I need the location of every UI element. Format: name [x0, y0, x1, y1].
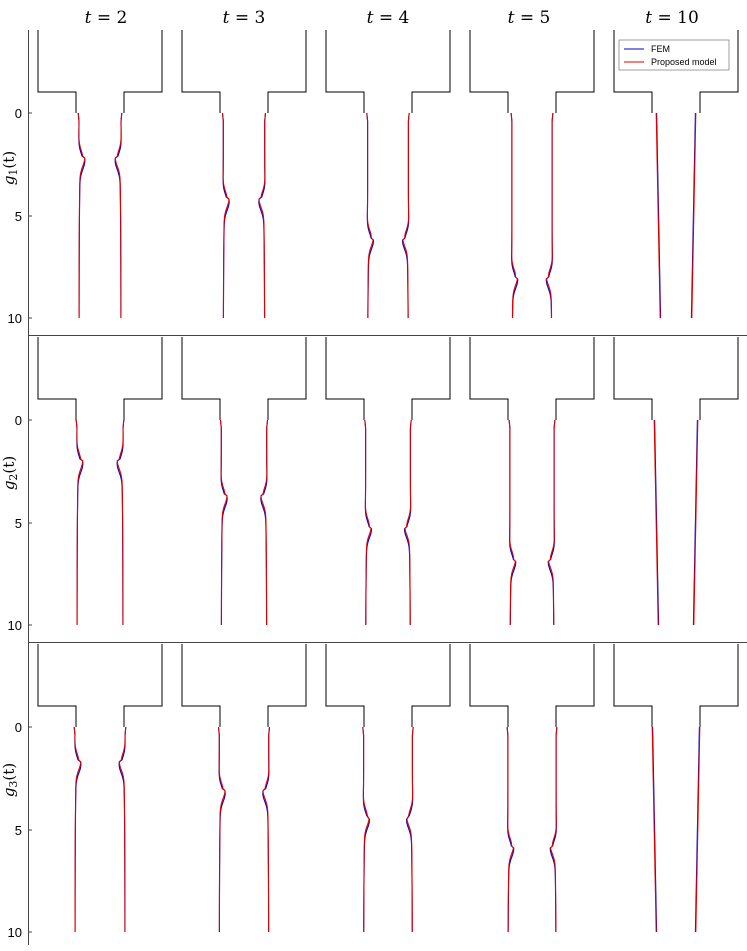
panel-r3-c3 [325, 644, 451, 933]
col-title-4: t = 5 [508, 8, 551, 28]
proposed-profile-right [114, 112, 123, 319]
y-tick-label: 5 [15, 516, 22, 531]
proposed-profile-right [691, 112, 697, 319]
mold-outline [181, 337, 307, 420]
panel-r1-c1 [37, 30, 163, 319]
proposed-profile-right [404, 419, 412, 625]
mold-outline [469, 644, 595, 727]
mold-outline [325, 644, 451, 727]
proposed-profile-left [651, 726, 657, 933]
y-tick-label: 10 [8, 618, 22, 633]
proposed-profile-right [545, 112, 554, 319]
proposed-profile-right [260, 419, 269, 625]
proposed-profile-right [693, 419, 699, 626]
proposed-profile-left [77, 112, 86, 319]
panel-r2-c2 [181, 337, 307, 625]
proposed-profile-right [258, 112, 267, 318]
proposed-profile-left [364, 419, 372, 625]
proposed-profile-right [406, 726, 414, 932]
mold-outline [613, 337, 739, 420]
proposed-profile-right [118, 726, 127, 933]
mold-outline [469, 30, 595, 113]
column-titles: t = 2 t = 3 t = 4 t = 5 t = 10 [85, 8, 699, 28]
row-label-2: g2(t) [0, 456, 20, 490]
mold-outline [613, 644, 739, 727]
legend: FEM Proposed model [618, 39, 730, 71]
panel-r1-c4 [469, 30, 595, 319]
panel-r2-c5 [613, 337, 739, 626]
legend-box [618, 39, 730, 71]
mold-outline [37, 644, 163, 727]
mold-outline [37, 337, 163, 420]
panel-r2-c1 [37, 337, 163, 625]
proposed-profile-right [402, 112, 410, 319]
panel-r3-c5 [613, 644, 739, 933]
panel-r3-c1 [37, 644, 163, 933]
proposed-profile-left [75, 419, 84, 625]
proposed-profile-right [695, 726, 701, 933]
mold-outline [325, 30, 451, 113]
proposed-profile-left [362, 726, 370, 932]
panel-r1-c2 [181, 30, 307, 319]
legend-proposed-label: Proposed model [651, 57, 717, 67]
mold-outline [181, 30, 307, 113]
row-label-1: g1(t) [0, 151, 20, 185]
proposed-profile-left [219, 419, 228, 625]
mold-outline [469, 337, 595, 420]
y-tick-label: 10 [8, 311, 22, 326]
row-1-y-ticks: 0 5 10 [8, 106, 22, 326]
panel-r3-c2 [181, 644, 307, 932]
mold-outline [613, 30, 739, 113]
col-title-2: t = 3 [223, 8, 266, 28]
y-tick-label: 5 [15, 209, 22, 224]
row-2-y-ticks: 0 5 10 [8, 413, 22, 633]
proposed-profile-right [549, 726, 558, 933]
y-tick-label: 0 [15, 106, 22, 121]
proposed-profile-left [510, 112, 519, 319]
mold-outline [37, 30, 163, 113]
mold-outline [181, 644, 307, 727]
panel-r1-c3 [325, 30, 451, 319]
col-title-3: t = 4 [367, 8, 410, 28]
col-title-5: t = 10 [645, 8, 699, 28]
panel-r1-c5 [613, 30, 739, 319]
proposed-profile-left [217, 726, 226, 932]
y-tick-label: 0 [15, 720, 22, 735]
legend-fem-label: FEM [651, 44, 670, 54]
proposed-profile-left [221, 112, 230, 318]
proposed-profile-right [262, 726, 271, 932]
panel-r2-c4 [469, 337, 595, 626]
panel-r3-c4 [469, 644, 595, 933]
mold-outline [325, 337, 451, 420]
row-3-y-ticks: 0 5 10 [8, 720, 22, 940]
proposed-profile-right [547, 419, 556, 626]
panels [37, 30, 739, 933]
row-labels: g1(t) g2(t) g3(t) [0, 151, 20, 797]
proposed-profile-left [655, 112, 661, 319]
proposed-profile-left [73, 726, 82, 933]
proposed-profile-right [116, 419, 125, 625]
row-label-3: g3(t) [0, 763, 20, 797]
y-tick-label: 10 [8, 925, 22, 940]
panel-r2-c3 [325, 337, 451, 626]
y-tick-label: 5 [15, 823, 22, 838]
col-title-1: t = 2 [85, 8, 128, 28]
y-tick-label: 0 [15, 413, 22, 428]
proposed-profile-left [508, 419, 517, 626]
proposed-profile-left [506, 726, 515, 933]
axes-frame [28, 30, 747, 945]
proposed-profile-left [653, 419, 659, 626]
proposed-profile-left [366, 112, 374, 319]
